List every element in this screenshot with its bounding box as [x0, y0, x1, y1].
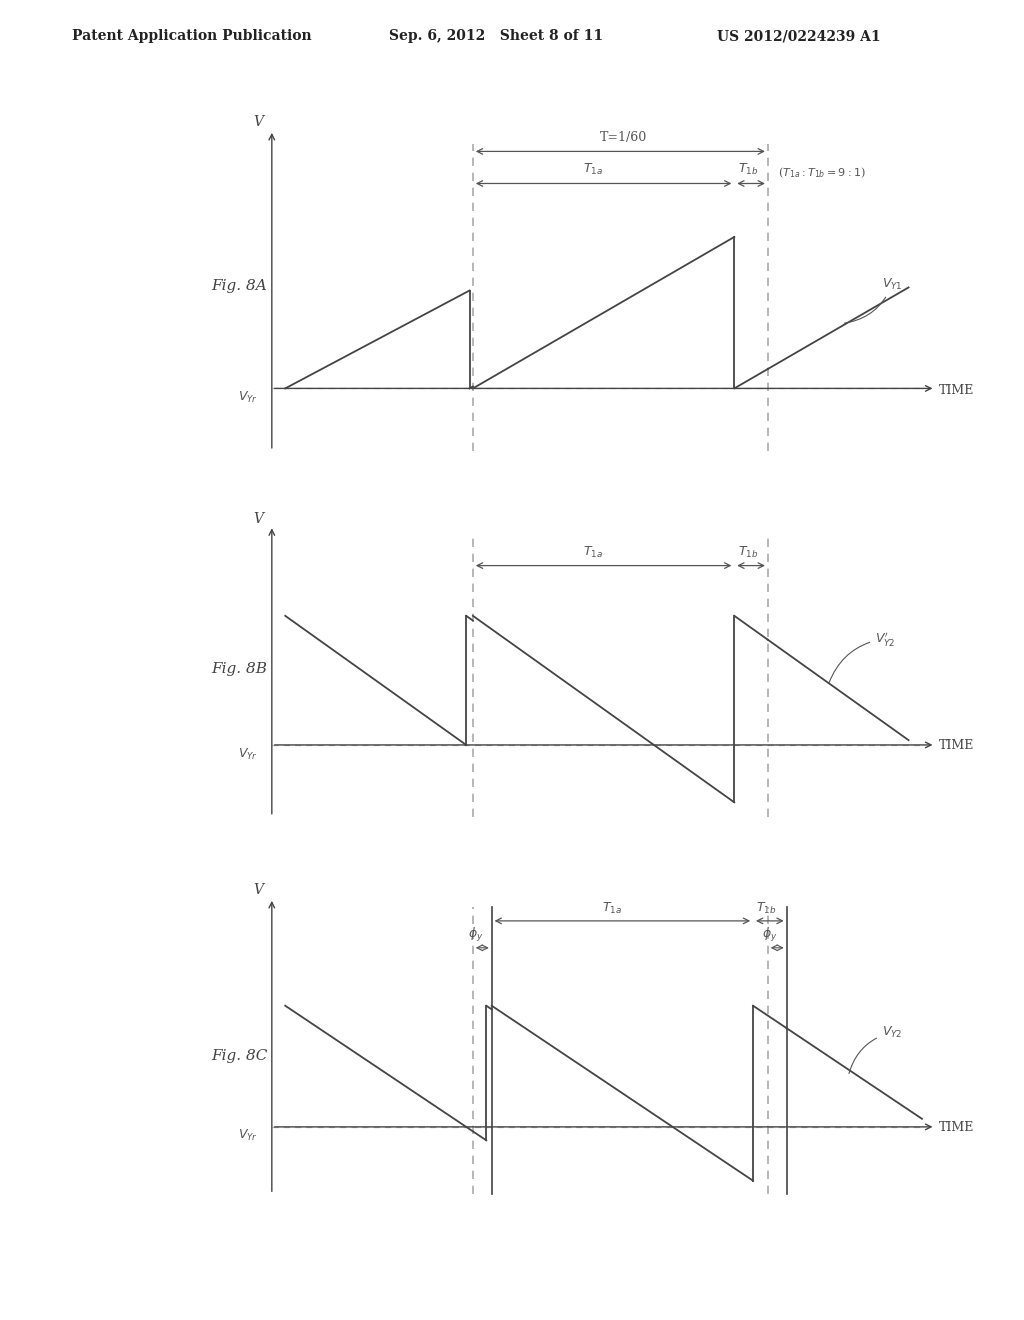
- Text: V: V: [253, 512, 263, 525]
- Text: US 2012/0224239 A1: US 2012/0224239 A1: [717, 29, 881, 44]
- Text: $V_{Yr}$: $V_{Yr}$: [239, 389, 258, 405]
- Text: $T_{1b}$: $T_{1b}$: [737, 545, 758, 560]
- Text: Fig. 8A: Fig. 8A: [212, 280, 267, 293]
- Text: $T_{1a}$: $T_{1a}$: [602, 900, 623, 916]
- Text: TIME: TIME: [939, 384, 974, 397]
- Text: V: V: [253, 115, 263, 129]
- Text: V: V: [253, 883, 263, 898]
- Text: Sep. 6, 2012   Sheet 8 of 11: Sep. 6, 2012 Sheet 8 of 11: [389, 29, 603, 44]
- Text: ($T_{1a}:T_{1b}=9:1$): ($T_{1a}:T_{1b}=9:1$): [778, 165, 865, 180]
- Text: $V_{Y2}$: $V_{Y2}$: [849, 1024, 902, 1073]
- Text: Fig. 8C: Fig. 8C: [212, 1048, 268, 1063]
- Text: $\phi_y$: $\phi_y$: [468, 927, 483, 945]
- Text: Patent Application Publication: Patent Application Publication: [72, 29, 311, 44]
- Text: $\phi_y$: $\phi_y$: [763, 927, 778, 945]
- Text: $V_{Yr}$: $V_{Yr}$: [239, 747, 258, 762]
- Text: $T_{1b}$: $T_{1b}$: [757, 900, 777, 916]
- Text: $T_{1b}$: $T_{1b}$: [737, 162, 758, 177]
- Text: $V_{Y2}'$: $V_{Y2}'$: [829, 630, 896, 682]
- Text: TIME: TIME: [939, 1121, 974, 1134]
- Text: TIME: TIME: [939, 739, 974, 752]
- Text: Fig. 8B: Fig. 8B: [212, 663, 267, 676]
- Text: $T_{1a}$: $T_{1a}$: [584, 162, 603, 177]
- Text: $T_{1a}$: $T_{1a}$: [584, 545, 603, 560]
- Text: $V_{Yr}$: $V_{Yr}$: [239, 1129, 258, 1143]
- Text: $V_{Y1}$: $V_{Y1}$: [845, 277, 902, 323]
- Text: T=1/60: T=1/60: [600, 131, 647, 144]
